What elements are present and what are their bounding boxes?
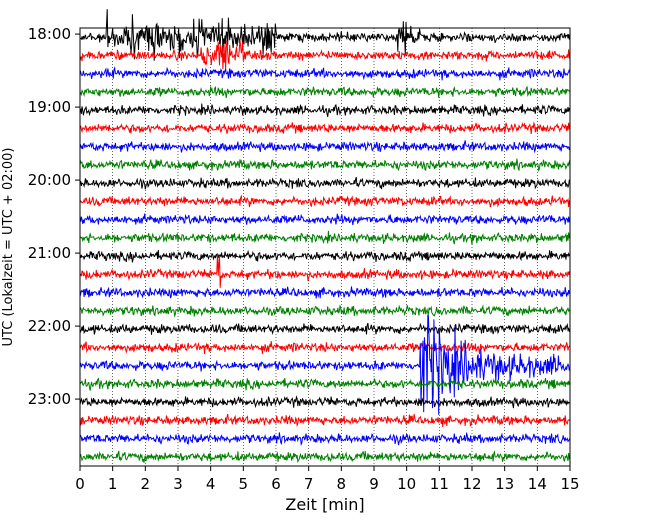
seismic-trace xyxy=(79,66,571,81)
x-axis: 0 1 2 3 4 5 6 7 8 9 10 11 12 13 14 15 xyxy=(75,466,580,493)
seismic-trace xyxy=(79,304,571,318)
seismic-trace xyxy=(79,121,571,135)
y-tick-label: 23:00 xyxy=(28,390,71,408)
seismic-trace xyxy=(79,431,571,447)
plot-frame xyxy=(79,27,571,467)
seismic-trace xyxy=(79,230,571,245)
seismic-trace xyxy=(79,213,571,226)
x-tick-label: 1 xyxy=(108,475,118,493)
plot-background xyxy=(80,28,570,466)
seismic-trace xyxy=(79,103,571,117)
seismic-trace xyxy=(79,322,571,336)
seismic-trace xyxy=(79,39,571,71)
x-tick-label: 9 xyxy=(369,475,379,493)
x-tick-label: 7 xyxy=(304,475,314,493)
x-tick-label: 14 xyxy=(528,475,547,493)
y-tick-label: 22:00 xyxy=(28,317,71,335)
x-tick-label: 5 xyxy=(239,475,249,493)
x-tick-label: 2 xyxy=(141,475,151,493)
seismic-trace xyxy=(79,158,571,173)
x-tick-label: 6 xyxy=(271,475,281,493)
x-tick-label: 0 xyxy=(75,475,85,493)
seismic-trace xyxy=(79,140,571,154)
seismic-trace xyxy=(79,395,571,409)
seismic-trace xyxy=(79,249,571,263)
seismic-trace xyxy=(79,177,571,190)
y-tick-label: 18:00 xyxy=(28,25,71,43)
seismic-trace xyxy=(79,85,570,98)
y-axis: 18:00 19:00 20:00 21:00 22:00 23:00 xyxy=(28,25,80,408)
seismic-traces xyxy=(79,9,571,464)
x-tick-label: 15 xyxy=(560,475,579,493)
y-tick-label: 21:00 xyxy=(28,244,71,262)
x-tick-label: 3 xyxy=(173,475,183,493)
seismic-trace xyxy=(79,314,571,415)
x-tick-label: 11 xyxy=(430,475,449,493)
seismic-trace xyxy=(79,286,571,299)
seismic-trace xyxy=(79,413,571,428)
x-tick-label: 12 xyxy=(462,475,481,493)
x-tick-label: 13 xyxy=(495,475,514,493)
seismic-trace xyxy=(79,194,570,208)
x-axis-label: Zeit [min] xyxy=(285,495,364,514)
seismic-trace xyxy=(79,450,571,464)
seismic-trace xyxy=(79,341,571,355)
seismic-trace xyxy=(79,9,571,61)
x-tick-label: 8 xyxy=(337,475,347,493)
x-tick-label: 4 xyxy=(206,475,216,493)
y-axis-label: UTC (Lokalzeit = UTC + 02:00) xyxy=(1,148,16,347)
x-tick-label: 10 xyxy=(397,475,416,493)
y-tick-label: 20:00 xyxy=(28,171,71,189)
seismic-trace xyxy=(79,253,571,288)
y-tick-label: 19:00 xyxy=(28,98,71,116)
seismic-trace xyxy=(79,377,571,391)
